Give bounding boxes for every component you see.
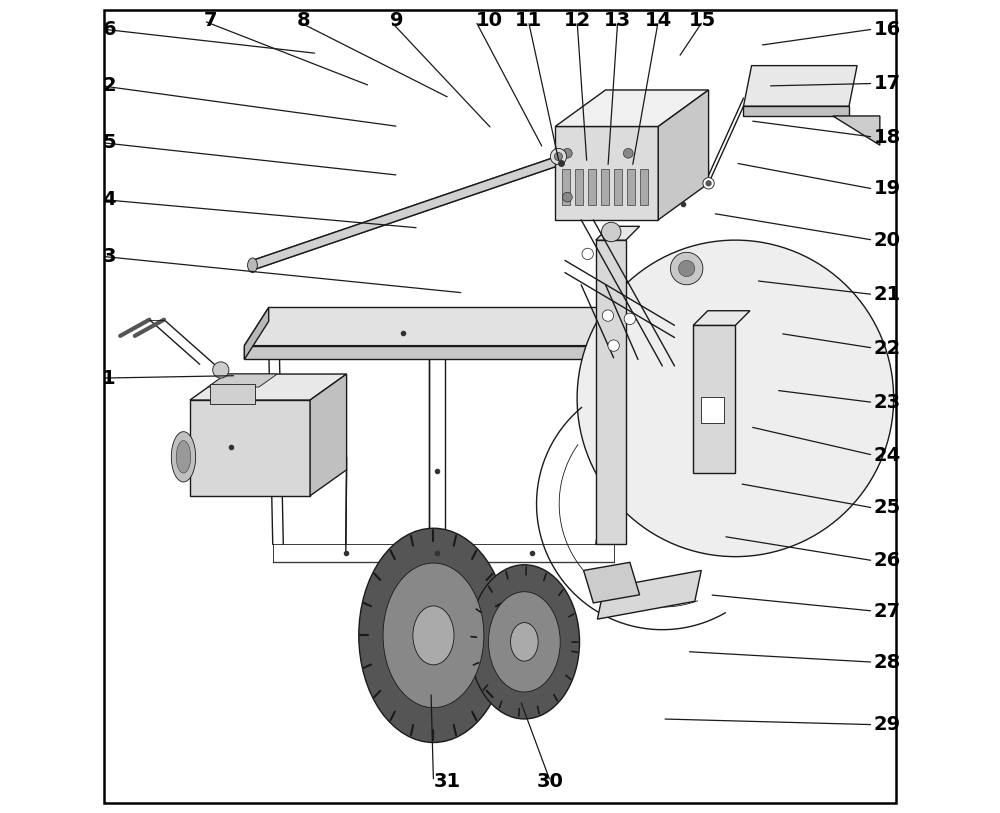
Text: 7: 7 <box>204 11 217 30</box>
Circle shape <box>562 149 572 159</box>
Circle shape <box>577 240 894 557</box>
Circle shape <box>554 153 562 161</box>
Circle shape <box>602 310 614 321</box>
Ellipse shape <box>511 623 538 661</box>
Circle shape <box>703 177 714 189</box>
Text: 3: 3 <box>102 247 116 266</box>
Text: 8: 8 <box>297 11 311 30</box>
Circle shape <box>550 149 567 165</box>
Text: 28: 28 <box>873 653 901 672</box>
Text: 17: 17 <box>873 74 900 93</box>
Polygon shape <box>743 66 857 107</box>
Text: 31: 31 <box>433 772 461 791</box>
Polygon shape <box>596 226 640 240</box>
Text: 21: 21 <box>873 285 901 304</box>
Text: 16: 16 <box>873 20 901 38</box>
Polygon shape <box>693 325 735 473</box>
Bar <box>562 169 570 205</box>
Circle shape <box>562 192 572 202</box>
Circle shape <box>213 362 229 378</box>
Circle shape <box>608 340 619 351</box>
Polygon shape <box>244 307 269 359</box>
Bar <box>701 397 724 423</box>
Bar <box>575 169 583 205</box>
Text: 30: 30 <box>537 772 564 791</box>
Circle shape <box>582 248 593 259</box>
Polygon shape <box>555 90 709 127</box>
Circle shape <box>706 180 711 185</box>
Text: 13: 13 <box>604 11 631 30</box>
Polygon shape <box>252 157 557 270</box>
Polygon shape <box>244 346 650 359</box>
Text: 24: 24 <box>873 446 901 465</box>
Text: 10: 10 <box>476 11 503 30</box>
Polygon shape <box>693 311 750 325</box>
Polygon shape <box>584 563 640 603</box>
Text: 25: 25 <box>873 498 901 517</box>
Ellipse shape <box>413 606 454 665</box>
Text: 11: 11 <box>515 11 542 30</box>
Text: 26: 26 <box>873 551 901 570</box>
Polygon shape <box>743 107 849 116</box>
Text: 1: 1 <box>102 368 116 388</box>
Text: 5: 5 <box>102 133 116 152</box>
Text: 2: 2 <box>102 76 116 95</box>
Ellipse shape <box>359 528 508 742</box>
Text: 18: 18 <box>873 128 901 146</box>
Ellipse shape <box>176 441 191 473</box>
Text: 9: 9 <box>390 11 404 30</box>
Ellipse shape <box>488 592 560 692</box>
Text: 12: 12 <box>563 11 591 30</box>
Bar <box>627 169 635 205</box>
Bar <box>601 169 609 205</box>
Circle shape <box>679 260 695 276</box>
Bar <box>614 169 622 205</box>
Ellipse shape <box>383 563 484 707</box>
Bar <box>588 169 596 205</box>
Circle shape <box>601 222 621 241</box>
Polygon shape <box>244 307 674 346</box>
Polygon shape <box>190 400 310 496</box>
Bar <box>210 384 255 404</box>
Ellipse shape <box>469 565 580 719</box>
Polygon shape <box>833 116 880 146</box>
Text: 19: 19 <box>873 180 900 198</box>
Circle shape <box>623 149 633 159</box>
Polygon shape <box>658 90 709 220</box>
Text: 27: 27 <box>873 602 900 620</box>
Circle shape <box>624 313 636 324</box>
Circle shape <box>670 252 703 285</box>
Polygon shape <box>597 571 701 620</box>
Text: 29: 29 <box>873 715 900 734</box>
Bar <box>640 169 648 205</box>
Text: 6: 6 <box>102 20 116 38</box>
Polygon shape <box>208 374 277 387</box>
Text: 4: 4 <box>102 190 116 209</box>
Polygon shape <box>596 240 626 545</box>
Text: 22: 22 <box>873 338 901 358</box>
Ellipse shape <box>171 432 196 482</box>
Ellipse shape <box>248 258 257 272</box>
Text: 23: 23 <box>873 393 900 412</box>
Polygon shape <box>555 127 658 220</box>
Text: 15: 15 <box>689 11 717 30</box>
Text: 20: 20 <box>873 231 900 250</box>
Text: 14: 14 <box>645 11 672 30</box>
Polygon shape <box>310 374 347 496</box>
Polygon shape <box>190 374 347 400</box>
